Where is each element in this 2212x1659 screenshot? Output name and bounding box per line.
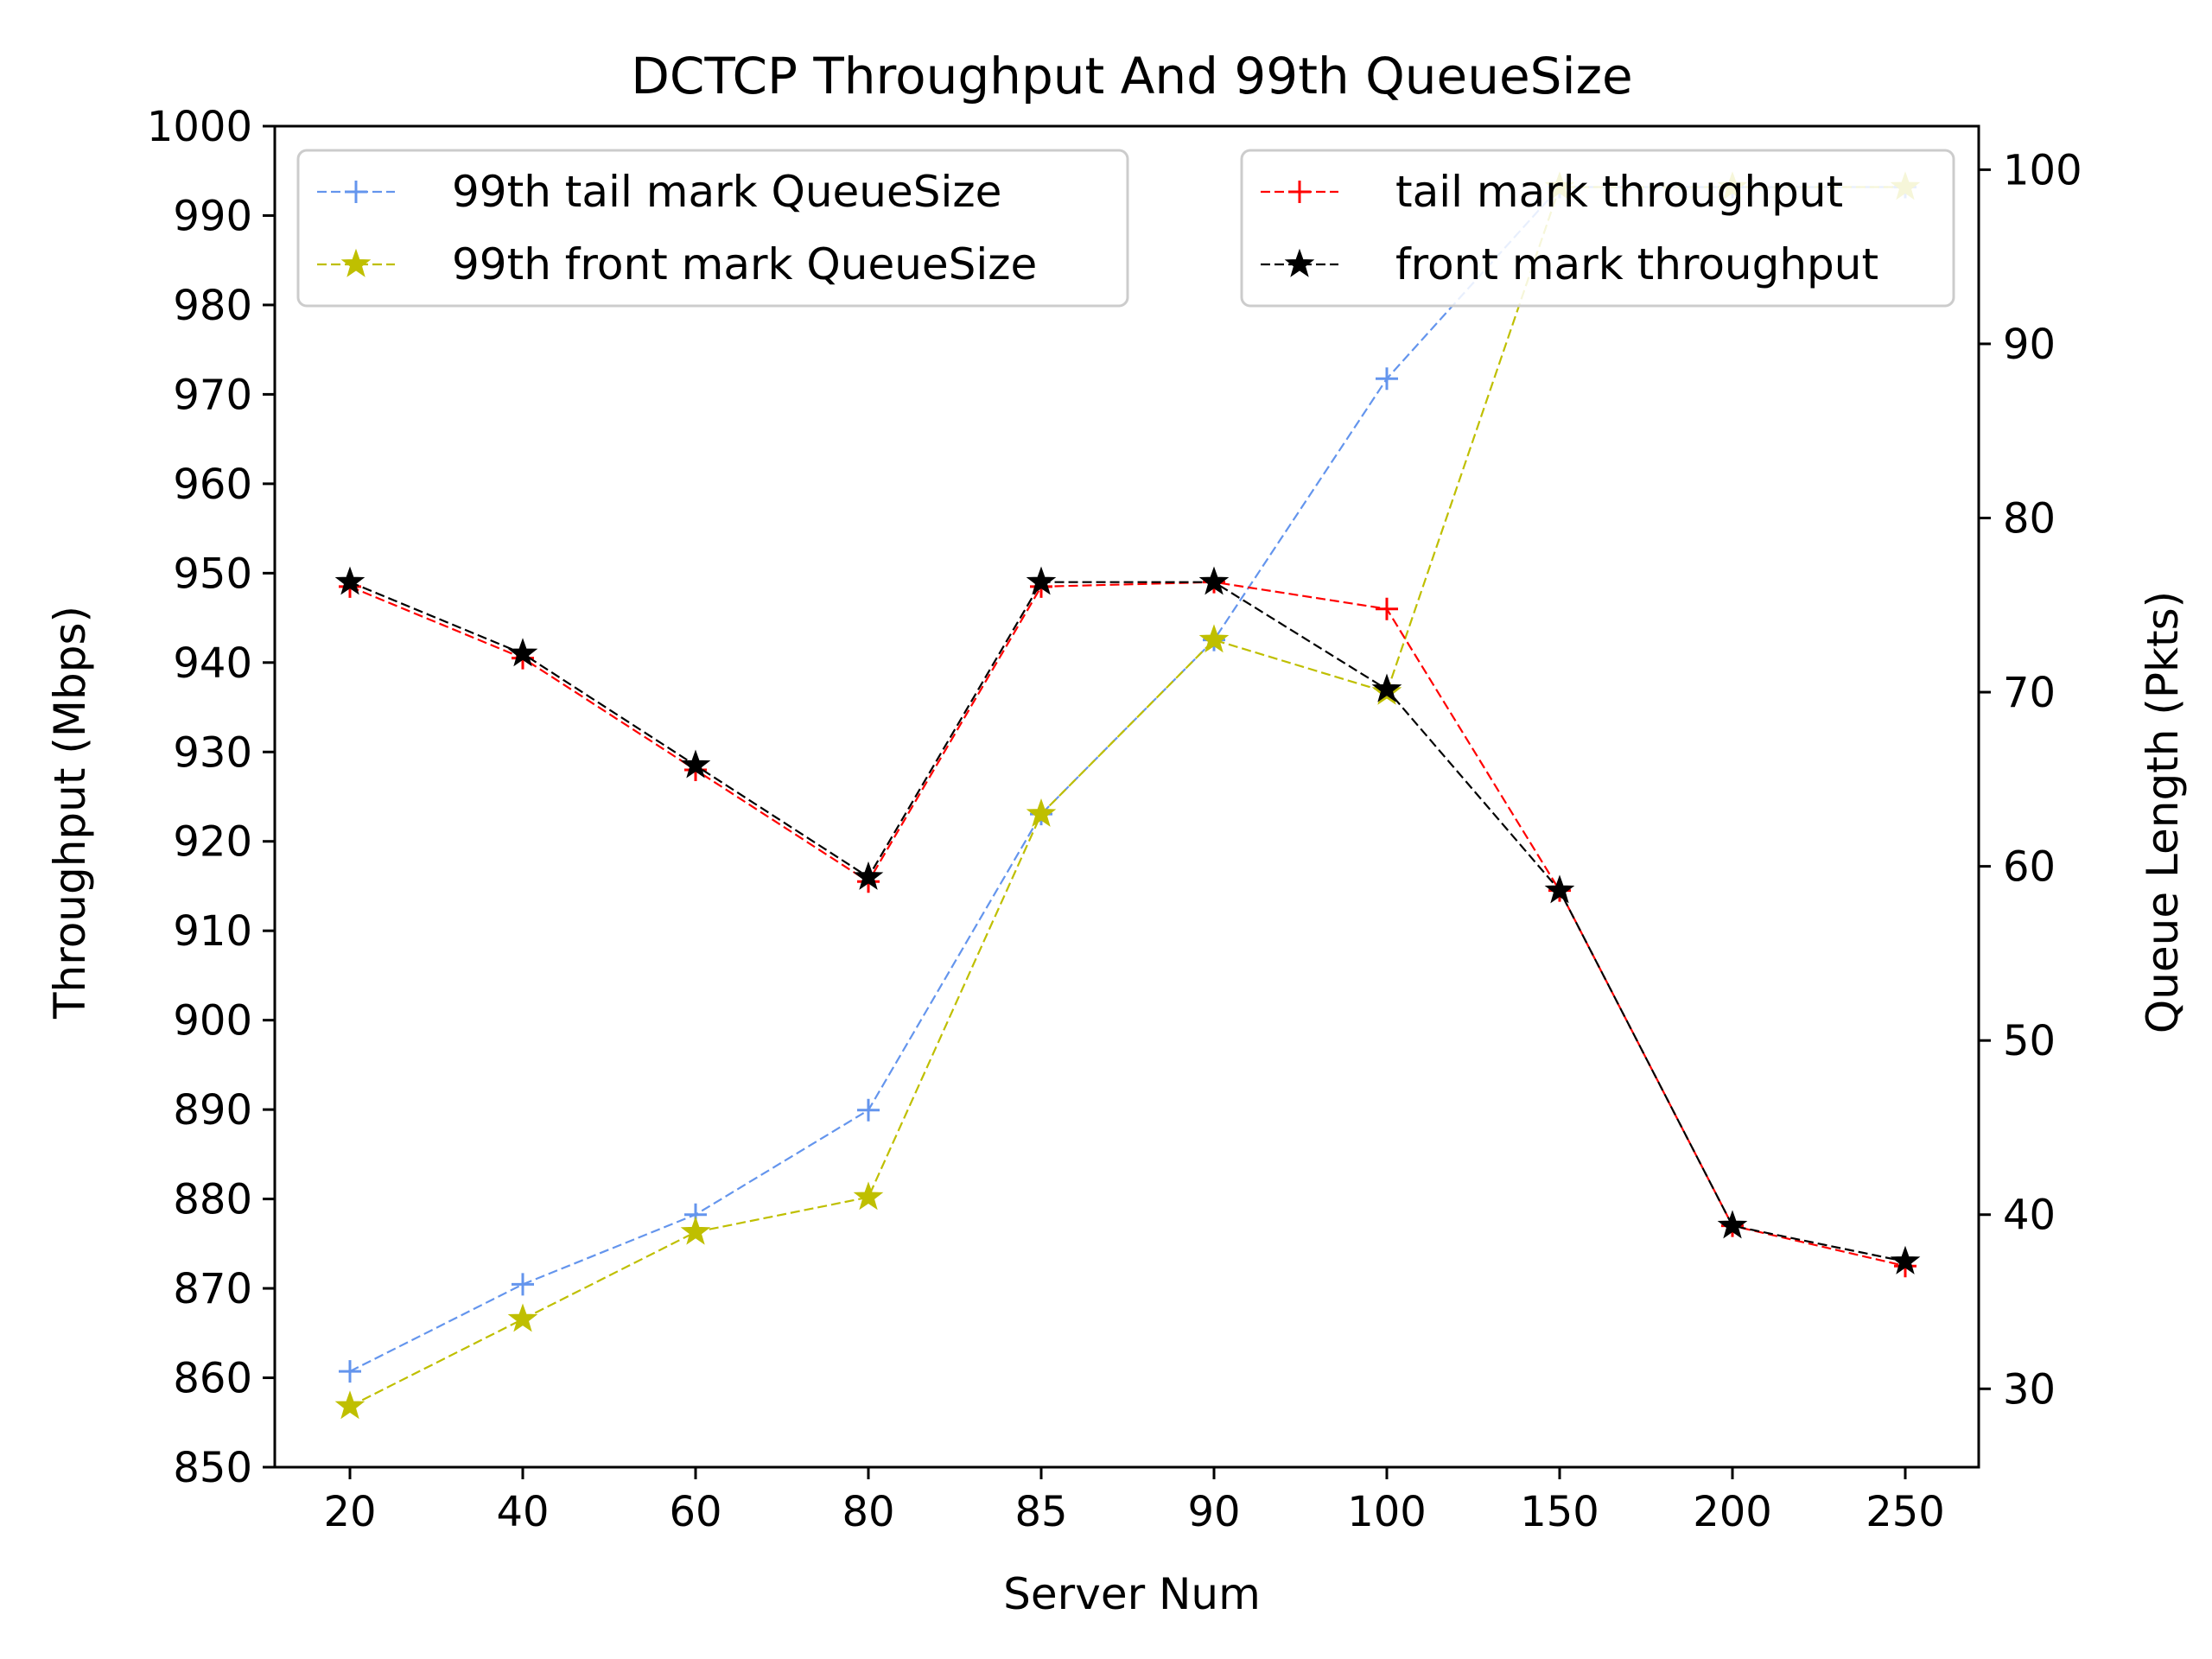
x-tick-label: 250 <box>1866 1488 1945 1536</box>
data-point-99th-tail-mark-queuesize <box>339 1360 361 1383</box>
y-tick-label: 940 <box>173 639 252 688</box>
data-point-front-mark-throughput <box>1544 874 1575 904</box>
y-tick-label: 860 <box>173 1355 252 1403</box>
data-point-99th-front-mark-queuesize <box>1198 624 1230 653</box>
x-tick-label: 20 <box>323 1488 376 1536</box>
legend-entry: 99th front mark QueueSize <box>317 239 1037 289</box>
axes-layer: 20 40 60 80 85 90 100 150 200 250 850 860 870 880 890 9… <box>147 103 2082 1536</box>
x-tick-label: 200 <box>1693 1488 1772 1536</box>
legend-layer: 99th tail mark QueueSize 99th front mark … <box>296 149 1955 308</box>
x-tick-label: 40 <box>496 1488 549 1536</box>
y-tick-label: 980 <box>173 282 252 330</box>
data-point-front-mark-throughput <box>507 638 538 667</box>
legend-label: 99th front mark QueueSize <box>452 239 1037 289</box>
legend-marker <box>345 181 367 203</box>
y2-tick-label: 70 <box>2003 669 2056 717</box>
data-point-99th-front-mark-queuesize <box>1026 798 1057 827</box>
legend-entry: front mark throughput <box>1261 239 1878 289</box>
data-point-99th-front-mark-queuesize <box>680 1216 711 1245</box>
chart-title: DCTCP Throughput And 99th QueueSize <box>631 47 1632 105</box>
series-99th-tail-mark-queuesize <box>339 175 1916 1383</box>
data-point-tail-mark-throughput <box>1376 597 1398 620</box>
data-point-99th-front-mark-queuesize <box>507 1303 538 1332</box>
legend-box <box>1240 149 1955 308</box>
x-tick-label: 60 <box>669 1488 721 1536</box>
y-tick-label: 910 <box>173 907 252 956</box>
x-axis-title: Server Num <box>1003 1569 1261 1619</box>
y-tick-label: 880 <box>173 1176 252 1224</box>
plot-frame <box>273 124 1980 1469</box>
series-layer <box>334 171 1921 1420</box>
data-point-front-mark-throughput <box>1198 566 1230 595</box>
y2-tick-label: 50 <box>2003 1017 2056 1065</box>
y-tick-label: 850 <box>173 1444 252 1492</box>
legend-label: 99th tail mark QueueSize <box>452 167 1001 217</box>
legend-marker <box>1288 181 1311 203</box>
series-line-front-mark-throughput <box>349 581 1906 1263</box>
y-tick-label: 870 <box>173 1265 252 1313</box>
x-tick-label: 80 <box>842 1488 894 1536</box>
legend-label: front mark throughput <box>1395 239 1878 289</box>
y-tick-label: 920 <box>173 818 252 867</box>
legend-marker <box>1284 248 1315 277</box>
data-point-front-mark-throughput <box>1371 673 1402 702</box>
x-tick-label: 85 <box>1014 1488 1067 1536</box>
legend-top-right: tail mark throughput front mark throughpu… <box>1240 149 1955 308</box>
legend-marker <box>340 248 372 277</box>
data-point-front-mark-throughput <box>1890 1245 1921 1274</box>
y2-tick-label: 90 <box>2003 321 2056 369</box>
y-tick-label: 960 <box>173 461 252 509</box>
data-point-99th-tail-mark-queuesize <box>857 1098 880 1122</box>
legend-entry: 99th tail mark QueueSize <box>317 167 1001 217</box>
data-point-99th-front-mark-queuesize <box>334 1390 365 1420</box>
x-tick-label: 100 <box>1347 1488 1427 1536</box>
series-front-mark-throughput <box>334 566 1921 1274</box>
x-tick-label: 90 <box>1187 1488 1240 1536</box>
series-99th-front-mark-queuesize <box>334 171 1921 1420</box>
y2-tick-label: 100 <box>2003 146 2082 194</box>
y2-tick-label: 60 <box>2003 843 2056 892</box>
data-point-front-mark-throughput <box>334 566 365 595</box>
legend-box <box>296 149 1129 308</box>
y2-tick-label: 30 <box>2003 1365 2056 1414</box>
y-tick-label: 950 <box>173 550 252 598</box>
legend-label: tail mark throughput <box>1395 167 1843 217</box>
y-tick-label: 900 <box>173 997 252 1046</box>
y2-tick-label: 40 <box>2003 1192 2056 1240</box>
y-tick-label: 990 <box>173 192 252 240</box>
y2-axis-title: Queue Length (Pkts) <box>2138 591 2188 1033</box>
series-tail-mark-throughput <box>339 570 1916 1278</box>
data-point-front-mark-throughput <box>853 861 884 890</box>
data-point-99th-tail-mark-queuesize <box>1376 367 1398 391</box>
y-tick-label: 930 <box>173 728 252 777</box>
data-point-front-mark-throughput <box>680 749 711 779</box>
y-tick-label: 970 <box>173 371 252 419</box>
y-tick-label: 1000 <box>147 103 252 151</box>
y-axis-title: Throughput (Mbps) <box>45 606 95 1020</box>
series-line-99th-front-mark-queuesize <box>349 186 1905 1408</box>
data-point-front-mark-throughput <box>1717 1210 1748 1239</box>
data-point-99th-front-mark-queuesize <box>853 1181 884 1211</box>
data-point-front-mark-throughput <box>1026 566 1057 595</box>
legend-entry: tail mark throughput <box>1261 167 1843 217</box>
x-tick-label: 150 <box>1520 1488 1599 1536</box>
y-tick-label: 890 <box>173 1086 252 1135</box>
data-point-99th-tail-mark-queuesize <box>512 1273 534 1296</box>
series-line-tail-mark-throughput <box>349 581 1906 1268</box>
series-line-99th-tail-mark-queuesize <box>349 186 1905 1373</box>
legend-top-left: 99th tail mark QueueSize 99th front mark … <box>296 149 1129 308</box>
y2-tick-label: 80 <box>2003 495 2056 543</box>
